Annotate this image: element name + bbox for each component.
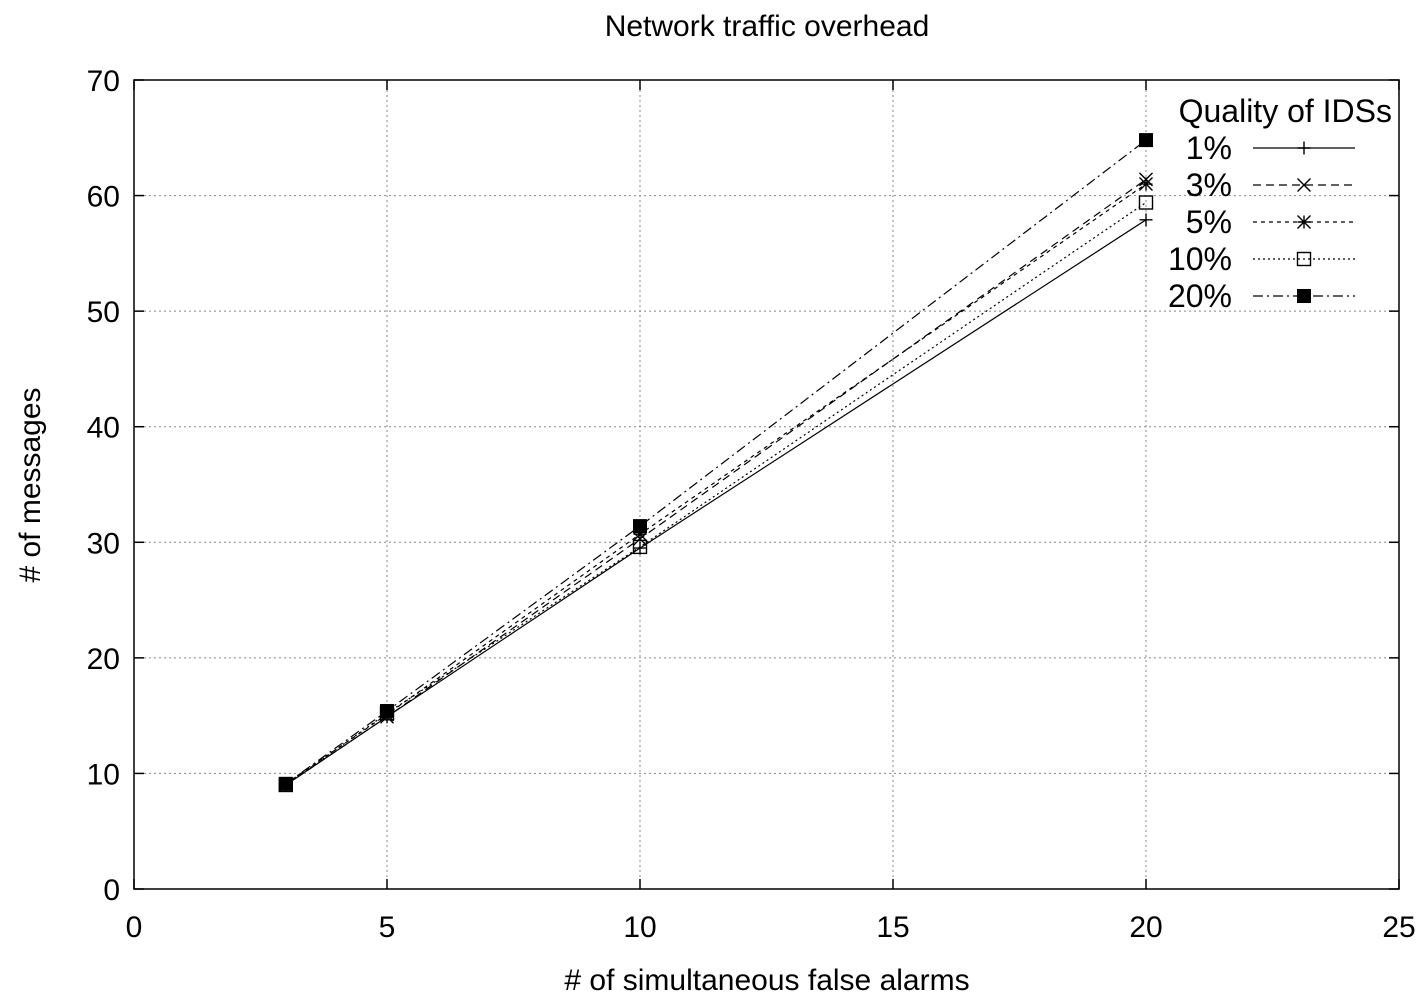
legend-label: 20% [1168,278,1232,314]
data-point [380,704,394,719]
grid-lines [134,80,1399,889]
y-tick-label: 30 [87,527,120,560]
y-tick-label: 50 [87,296,120,329]
series-20pct [278,133,1153,791]
x-tick-label: 25 [1382,911,1415,944]
legend-marker [1297,215,1311,229]
x-tick-label: 5 [379,911,396,944]
y-axis-title: # of messages [14,387,47,582]
legend-label: 5% [1186,204,1232,240]
y-tick-label: 60 [87,181,120,214]
series-line [285,202,1147,786]
x-axis-title: # of simultaneous false alarms [564,964,969,997]
data-point [633,527,647,542]
chart-title: Network traffic overhead [605,10,930,43]
legend-title: Quality of IDSs [1179,93,1392,129]
data-point [1139,133,1153,148]
x-tick-label: 15 [876,911,909,944]
data-point [633,519,647,534]
series-line [285,178,1147,786]
legend: Quality of IDSs 1%3%5%10%20% [1168,93,1392,314]
y-tick-label: 10 [87,758,120,791]
axis-ticks: 0 5 10 15 20 25 0 10 20 30 40 50 60 70 [87,65,1416,944]
x-tick-label: 10 [623,911,656,944]
legend-label: 10% [1168,241,1232,277]
y-tick-label: 70 [87,65,120,98]
legend-label: 1% [1186,130,1232,166]
data-point [278,776,293,791]
series-10pct [278,195,1154,793]
data-point [1139,177,1153,192]
x-tick-label: 0 [126,911,143,944]
legend-marker [1297,141,1311,155]
series-line [285,183,1147,785]
legend-label: 3% [1186,167,1232,203]
data-point [1138,195,1154,210]
legend-marker [1297,178,1311,192]
legend-marker [1296,251,1312,267]
data-point [632,539,648,555]
series-group [278,133,1154,793]
y-tick-label: 0 [103,874,120,907]
plot-frame [133,79,1400,890]
x-tick-label: 20 [1129,911,1162,944]
data-point [633,541,647,555]
series-1pct [279,213,1153,792]
y-tick-label: 20 [87,643,120,676]
data-point [1139,213,1153,227]
series-line [285,219,1147,786]
legend-marker [1297,289,1311,303]
y-tick-label: 40 [87,412,120,445]
series-line [285,139,1147,785]
